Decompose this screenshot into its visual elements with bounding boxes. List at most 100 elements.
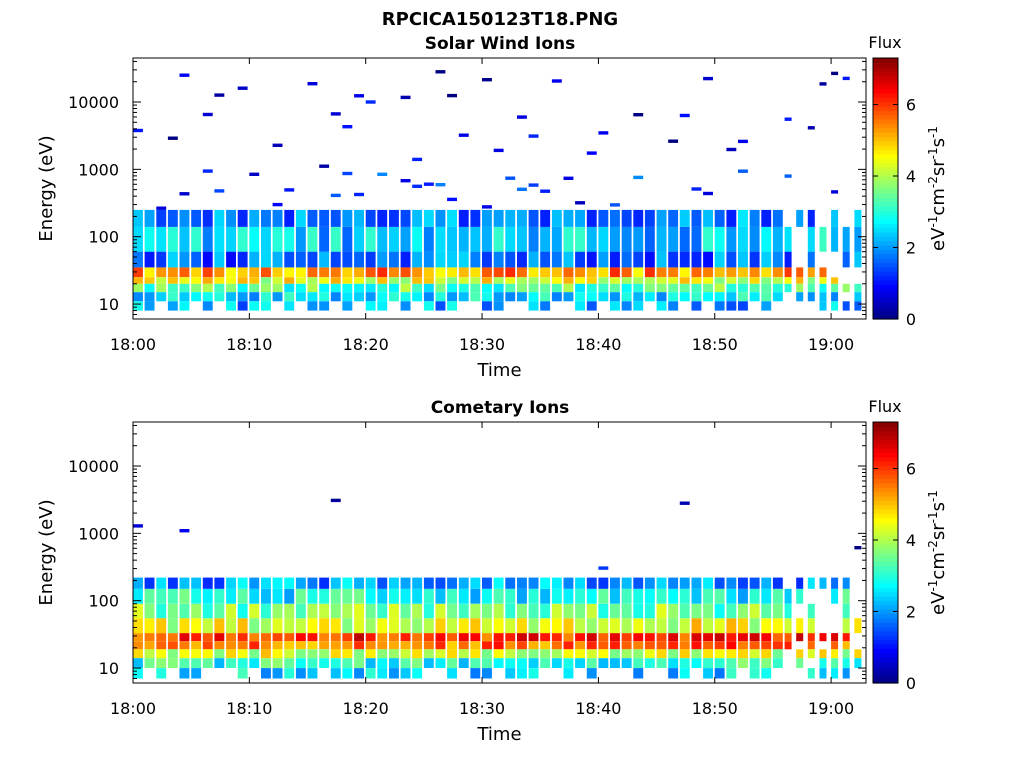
spectrogram-cell xyxy=(738,633,748,642)
spectrogram-cell xyxy=(435,226,446,252)
spectrogram-cell xyxy=(679,633,690,642)
spectrogram-cell xyxy=(644,588,655,604)
spectrogram-cell xyxy=(284,267,295,278)
spectrogram-cell xyxy=(295,283,306,293)
spectrogram-cell xyxy=(295,577,306,589)
spectrogram-cell xyxy=(412,283,423,293)
spectrogram-cell xyxy=(237,277,248,284)
solar-wind-panel: Solar Wind Ions 18:00 18:10 18:20 18:30 18:40… xyxy=(36,33,949,381)
spectrogram-cell xyxy=(389,267,399,278)
spectrogram-cell xyxy=(784,117,792,121)
spectrogram-cell xyxy=(249,577,260,589)
colorbar-segment xyxy=(873,422,898,427)
spectrogram-cell xyxy=(470,658,481,668)
spectrogram-cell xyxy=(726,283,737,293)
spectrogram-cell xyxy=(772,658,783,668)
spectrogram-cell xyxy=(575,201,585,205)
spectrogram-cell xyxy=(226,251,236,268)
spectrogram-cell xyxy=(377,277,388,284)
spectrogram-cell xyxy=(831,226,839,252)
spectrogram-cell xyxy=(261,301,271,311)
spectrogram-cell xyxy=(377,172,388,176)
spectrogram-cell xyxy=(179,618,190,634)
colorbar-segment xyxy=(873,201,898,207)
spectrogram-cell xyxy=(517,209,527,227)
spectrogram-cell xyxy=(668,649,679,659)
spectrogram-cell xyxy=(167,641,178,650)
spectrogram-cell xyxy=(191,283,202,293)
spectrogram-cell xyxy=(202,649,213,659)
spectrogram-cell xyxy=(644,251,655,268)
spectrogram-cell xyxy=(202,641,213,650)
spectrogram-cell xyxy=(517,267,527,278)
spectrogram-cell xyxy=(749,668,760,679)
spectrogram-cell xyxy=(214,633,225,642)
spectrogram-cells xyxy=(133,70,862,311)
spectrogram-cell xyxy=(156,641,167,650)
spectrogram-cell xyxy=(156,292,167,302)
colorbar-segment xyxy=(873,578,898,584)
spectrogram-cell xyxy=(575,277,585,284)
spectrogram-cell xyxy=(447,633,457,642)
spectrogram-cell xyxy=(644,618,655,634)
spectrogram-cell xyxy=(691,283,702,293)
spectrogram-cell xyxy=(400,658,411,668)
spectrogram-cell xyxy=(668,658,679,668)
spectrogram-cell xyxy=(726,588,737,604)
spectrogram-cell xyxy=(447,277,457,284)
spectrogram-cell xyxy=(784,226,792,252)
spectrogram-cell xyxy=(435,183,446,187)
spectrogram-cell xyxy=(214,93,225,97)
spectrogram-cell xyxy=(703,641,713,650)
spectrogram-cell xyxy=(644,292,655,302)
spectrogram-cell xyxy=(389,633,399,642)
spectrogram-cell xyxy=(540,588,551,604)
spectrogram-cell xyxy=(307,618,318,634)
spectrogram-cell xyxy=(179,603,190,619)
colorbar-tick-label: 0 xyxy=(906,674,916,693)
spectrogram-cell xyxy=(633,668,644,679)
colorbar-segment xyxy=(873,469,898,475)
spectrogram-cell xyxy=(668,668,679,679)
spectrogram-cell xyxy=(749,209,760,227)
spectrogram-cell xyxy=(156,206,167,210)
spectrogram-cell xyxy=(610,633,620,642)
spectrogram-cell xyxy=(656,209,667,227)
spectrogram-cell xyxy=(610,603,620,619)
colorbar-segment xyxy=(873,522,898,527)
spectrogram-cell xyxy=(807,633,815,642)
spectrogram-cell xyxy=(167,136,178,140)
spectrogram-cell xyxy=(621,301,632,311)
spectrogram-cell xyxy=(528,134,539,138)
spectrogram-cell xyxy=(656,588,667,604)
spectrogram-cell xyxy=(691,577,702,589)
spectrogram-cell xyxy=(575,641,585,650)
spectrogram-cell xyxy=(423,209,434,227)
spectrogram-cell xyxy=(482,301,492,311)
spectrogram-cell xyxy=(191,649,202,659)
spectrogram-cell xyxy=(668,226,679,252)
spectrogram-cell xyxy=(633,251,644,268)
spectrogram-cell xyxy=(342,277,353,284)
spectrogram-cell xyxy=(854,618,862,634)
spectrogram-cell xyxy=(435,292,446,302)
spectrogram-cell xyxy=(156,633,167,642)
spectrogram-cell xyxy=(214,226,225,252)
spectrogram-cell xyxy=(133,283,143,293)
spectrogram-cell xyxy=(807,603,815,619)
spectrogram-cell xyxy=(249,588,260,604)
spectrogram-cell xyxy=(668,277,679,284)
spectrogram-cell xyxy=(807,649,815,659)
spectrogram-cell xyxy=(586,588,597,604)
spectrogram-cell xyxy=(284,618,295,634)
spectrogram-cell xyxy=(365,292,376,302)
spectrogram-cell xyxy=(563,277,574,284)
colorbar-segment xyxy=(873,661,898,667)
spectrogram-cell xyxy=(214,649,225,659)
spectrogram-cell xyxy=(179,649,190,659)
spectrogram-cell xyxy=(621,251,632,268)
spectrogram-cell xyxy=(179,668,190,679)
spectrogram-cell xyxy=(447,267,457,278)
spectrogram-cell xyxy=(365,649,376,659)
